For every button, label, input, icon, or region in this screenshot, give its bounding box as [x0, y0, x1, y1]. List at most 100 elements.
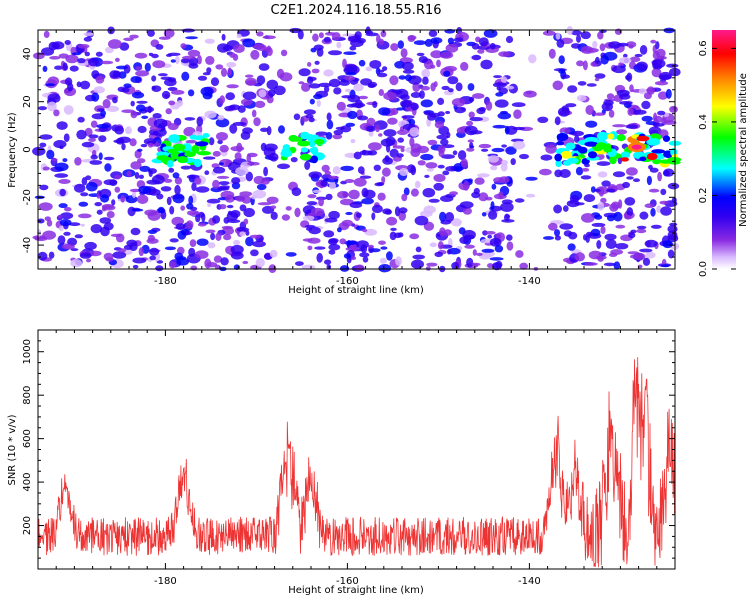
spectrogram-cell	[205, 229, 216, 234]
spectrogram-cell	[239, 231, 246, 237]
spectrogram-cell	[659, 200, 670, 205]
spectrogram-cell	[47, 101, 57, 112]
spectrogram-cell	[344, 179, 355, 183]
spectrogram-signal-cell	[620, 151, 631, 159]
spectrogram-cell	[188, 63, 199, 69]
spectrogram-cell	[323, 36, 331, 43]
spectrogram-cell	[600, 226, 606, 234]
spectrogram-cell	[657, 55, 667, 60]
spectrogram-cell	[184, 117, 196, 121]
spectrogram-cell	[210, 232, 216, 241]
spectrogram-cell	[38, 106, 47, 111]
spectrogram-cell	[112, 70, 121, 78]
spectrogram-cell	[574, 202, 585, 206]
spectrogram-cell	[134, 52, 148, 59]
spectrogram-cell	[474, 177, 485, 185]
spectrogram-cell	[361, 198, 374, 205]
spectrogram-cell	[667, 225, 678, 234]
spectrogram-cell	[175, 223, 186, 231]
spectrogram-cell	[104, 163, 112, 172]
spectrogram-cell	[88, 250, 102, 257]
spectrogram-cell	[418, 56, 428, 63]
spectrogram-cell	[447, 37, 454, 44]
spectrogram-cell	[448, 88, 454, 93]
spectrogram-cell	[581, 213, 595, 223]
y-tick-label: 1000	[22, 339, 33, 364]
spectrogram-cell	[478, 143, 492, 149]
spectrogram-cell	[318, 197, 324, 207]
spectrogram-cell	[638, 88, 647, 95]
x-tick-label: -180	[154, 276, 177, 287]
spectrogram-cell	[415, 246, 422, 253]
spectrogram-cell	[466, 120, 474, 126]
spectrogram-cell	[599, 43, 606, 52]
spectrogram-cell	[495, 92, 504, 97]
spectrogram-cell	[495, 260, 503, 269]
spectrogram-cell	[451, 98, 466, 107]
spectrogram-cell	[396, 153, 404, 158]
spectrogram-cell	[332, 133, 343, 140]
spectrogram-signal-cell	[603, 147, 613, 153]
spectrogram-cell	[148, 188, 161, 196]
spectrogram-cell	[585, 120, 598, 128]
spectrogram-cell	[451, 262, 460, 270]
spectrogram-cell	[348, 189, 360, 200]
spectrogram-cell	[158, 73, 168, 77]
spectrogram-cell	[112, 96, 118, 104]
spectrogram-cell	[219, 204, 227, 210]
spectrogram-cell	[367, 83, 376, 88]
spectrogram-cell	[100, 194, 110, 203]
spectrogram-cell	[488, 210, 498, 220]
spectrogram-cell	[369, 60, 382, 69]
spectrogram-signal-cell	[156, 155, 169, 161]
spectrogram-cell	[307, 62, 312, 67]
spectrogram-cell	[422, 187, 436, 198]
spectrogram-cell	[294, 207, 301, 218]
spectrogram-cell	[200, 86, 214, 96]
spectrogram-cell	[444, 212, 455, 222]
spectrogram-cell	[79, 252, 92, 259]
spectrogram-cell	[77, 116, 85, 123]
spectrogram-cell	[93, 86, 105, 94]
spectrogram-cell	[46, 219, 53, 227]
spectrogram-cell	[554, 116, 561, 126]
spectrogram-cell	[378, 240, 386, 245]
spectrogram-cell	[347, 110, 358, 120]
spectrogram-cell	[256, 75, 266, 85]
y-tick-label: 40	[22, 48, 33, 61]
spectrogram-cell	[420, 99, 433, 108]
spectrogram-cell	[464, 244, 475, 249]
spectrogram-cell	[204, 170, 210, 175]
spectrogram-cell	[86, 258, 91, 263]
spectrogram-cell	[99, 217, 112, 224]
spectrogram-cell	[619, 57, 632, 64]
spectrogram-cell	[574, 135, 580, 143]
spectrogram-cell	[328, 50, 342, 56]
spectrogram-cell	[306, 201, 318, 206]
spectrogram-cell	[365, 66, 373, 72]
spectrogram-cell	[505, 35, 514, 44]
spectrogram-cell	[63, 231, 71, 236]
spectrogram-cell	[422, 76, 429, 85]
spectrogram-cell	[180, 165, 192, 170]
spectrogram-cell	[471, 262, 481, 266]
spectrogram-cell	[219, 185, 231, 189]
spectrogram-cell	[253, 117, 261, 127]
spectrogram-cell	[485, 231, 496, 235]
spectrogram-cell	[226, 204, 234, 209]
spectrogram-cell	[409, 233, 420, 240]
spectrogram-cell	[324, 217, 338, 223]
spectrogram-cell	[187, 49, 201, 57]
spectrogram-cell	[318, 82, 332, 88]
spectrogram-cell	[648, 126, 662, 136]
spectrogram-cell	[627, 107, 634, 116]
spectrogram-cell	[169, 205, 175, 215]
spectrogram-cell	[570, 30, 583, 36]
spectrogram-cell	[78, 213, 92, 219]
spectrogram-cell	[152, 113, 162, 119]
spectrogram-cell	[340, 165, 354, 172]
spectrogram-cell	[575, 166, 584, 176]
spectrogram-cell	[628, 232, 636, 239]
spectrogram-cell	[574, 252, 585, 262]
spectrogram-cell	[434, 120, 445, 129]
